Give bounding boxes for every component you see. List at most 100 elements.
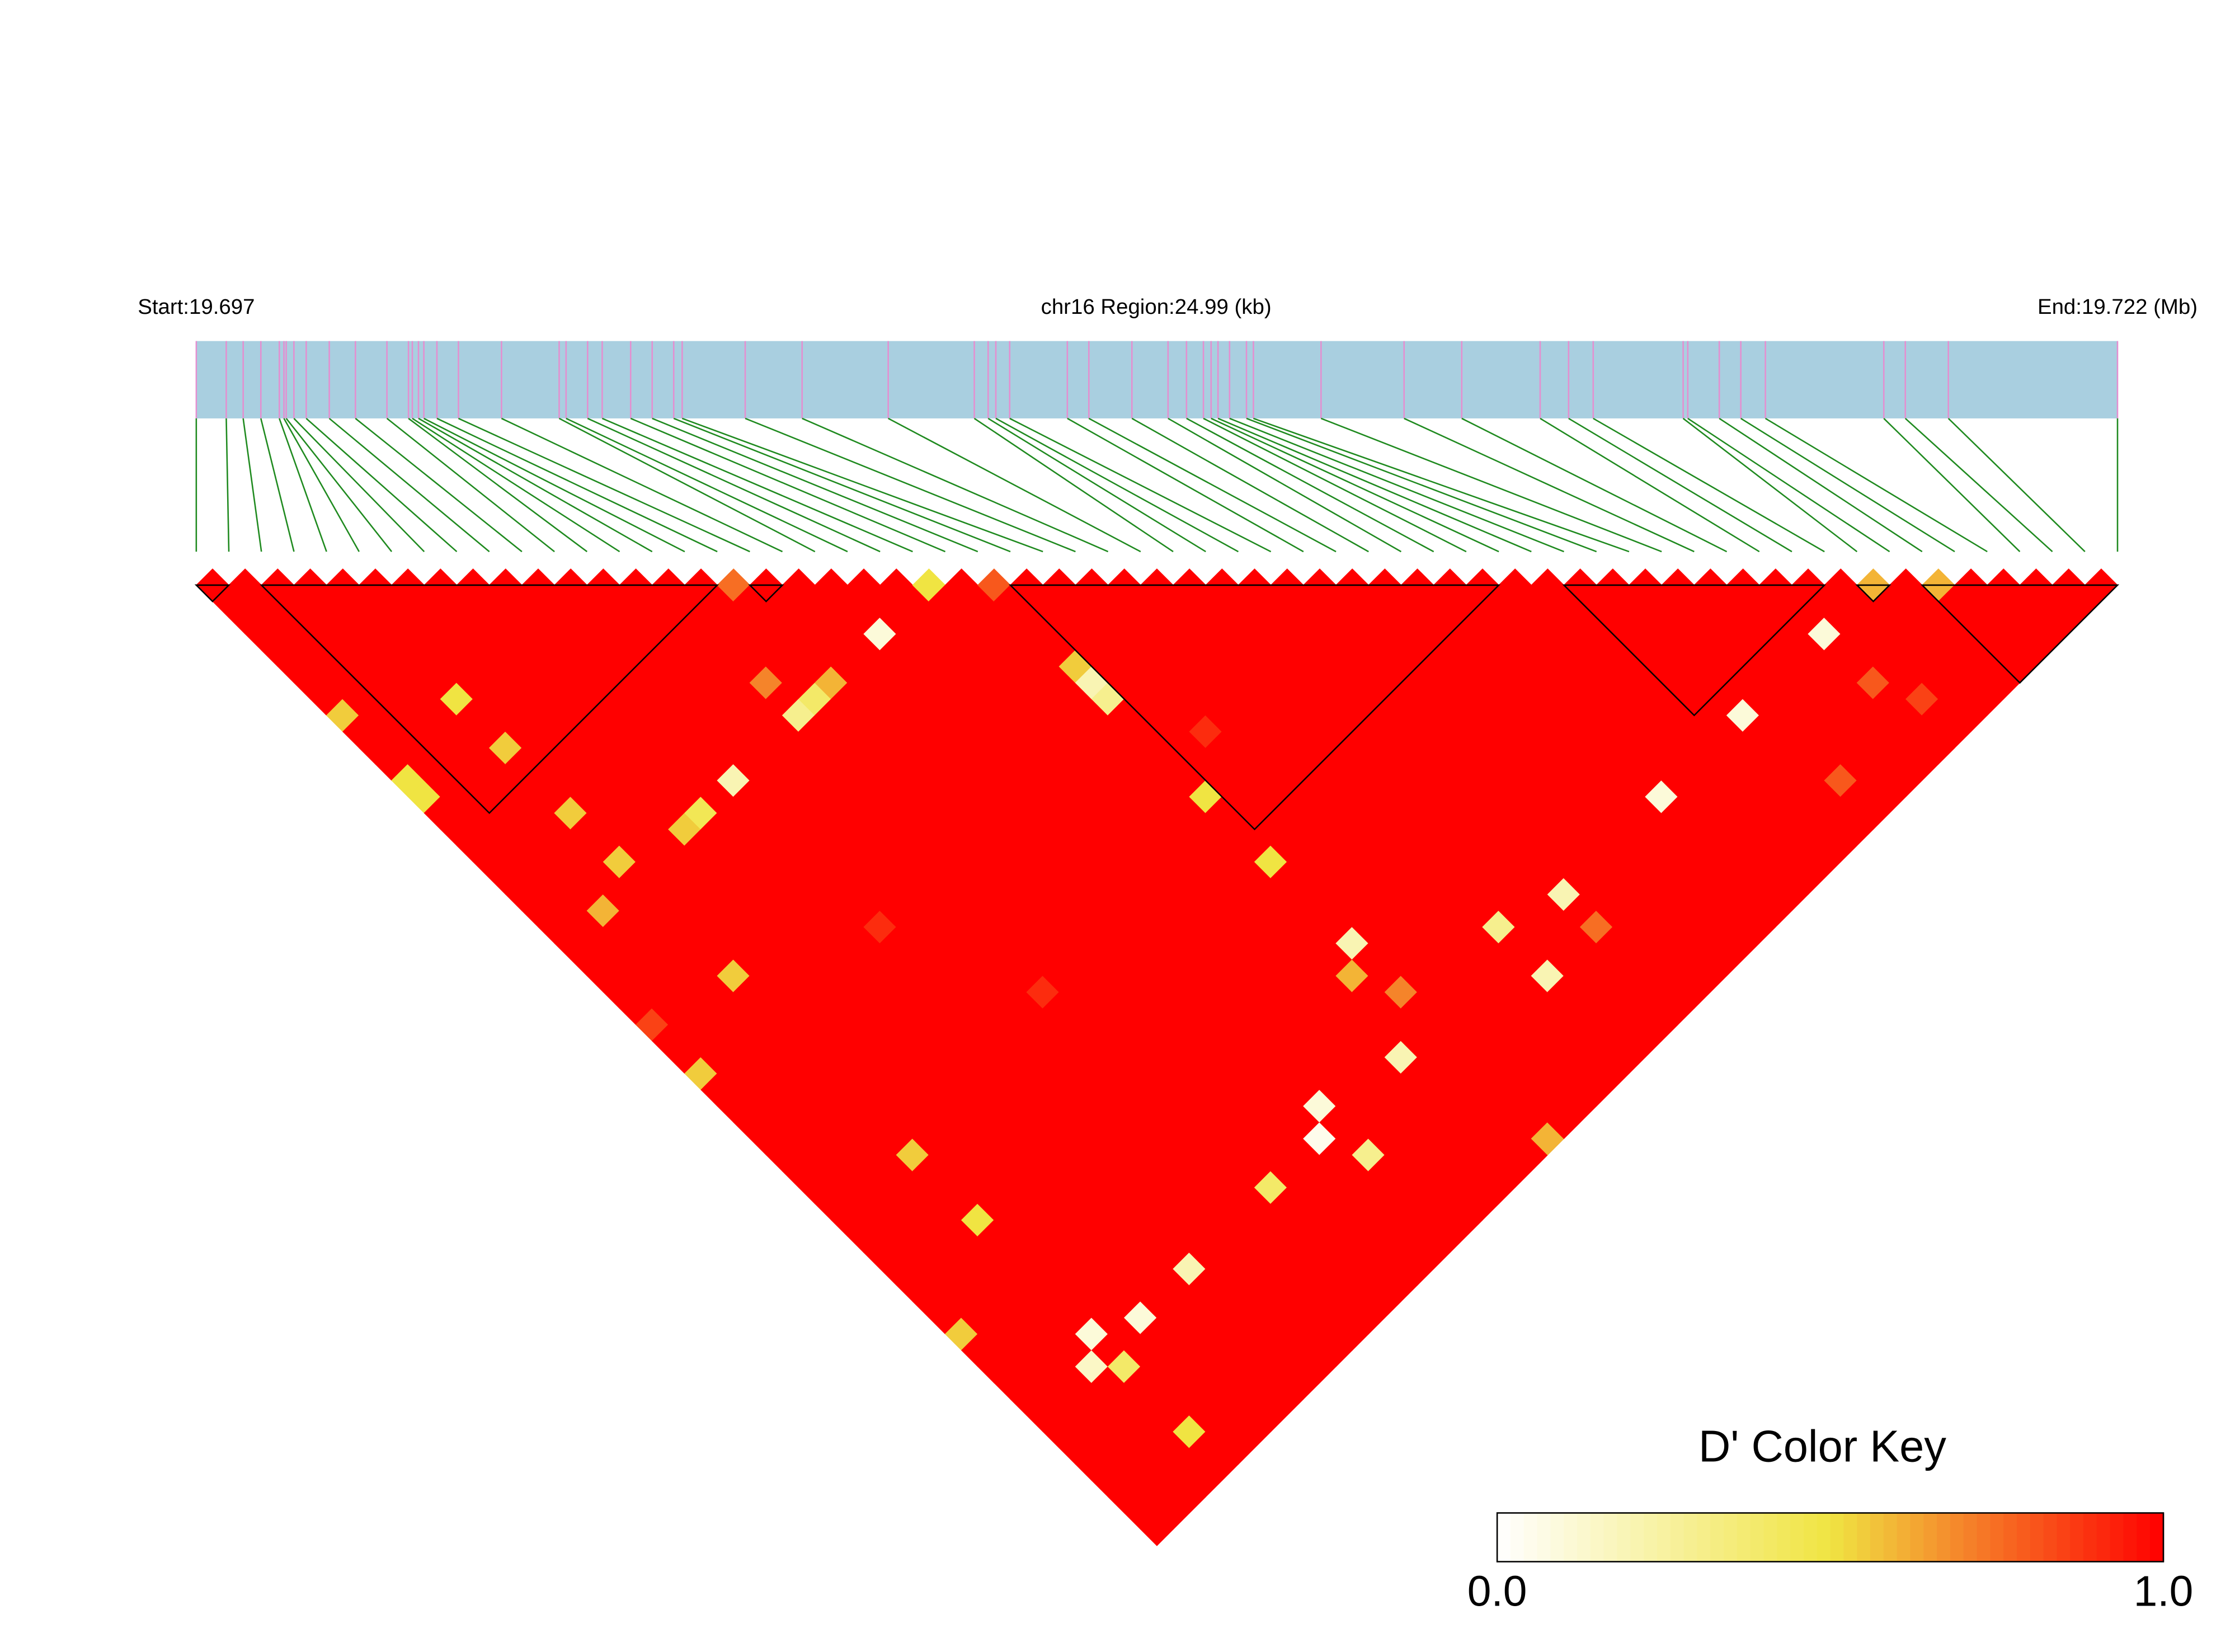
key-band <box>1790 1513 1805 1562</box>
snp-connector <box>458 417 750 553</box>
key-band <box>2096 1513 2111 1562</box>
snp-connector <box>1740 417 1955 553</box>
ld-block <box>260 584 719 815</box>
key-band <box>1990 1513 2005 1562</box>
ld-block <box>1008 584 1501 831</box>
key-band <box>1963 1513 1978 1562</box>
key-band <box>1537 1513 1551 1562</box>
key-band <box>1510 1513 1525 1562</box>
key-band <box>1710 1513 1725 1562</box>
key-band <box>1817 1513 1831 1562</box>
ld-block <box>194 584 231 603</box>
snp-connector <box>888 417 1141 553</box>
key-band <box>1843 1513 1858 1562</box>
key-band <box>1497 1513 1512 1562</box>
key-band <box>2150 1513 2165 1562</box>
key-band <box>1630 1513 1645 1562</box>
snp-connector <box>558 417 816 553</box>
key-band <box>2070 1513 2085 1562</box>
key-band <box>1897 1513 1911 1562</box>
key-band <box>1763 1513 1778 1562</box>
key-band <box>1724 1513 1738 1562</box>
snp-connector <box>673 417 1011 553</box>
key-band <box>1550 1513 1565 1562</box>
snp-connector <box>1203 417 1467 553</box>
key-band <box>2043 1513 2058 1562</box>
snp-connector <box>973 417 1174 553</box>
snp-connector <box>1211 417 1499 553</box>
snp-connector <box>1682 417 1858 553</box>
key-band <box>2016 1513 2031 1562</box>
start-label: Start:19.697 <box>138 295 255 319</box>
key-band <box>2030 1513 2044 1562</box>
snp-connector <box>652 417 978 553</box>
snp-connector <box>1253 417 1630 553</box>
key-band <box>1523 1513 1538 1562</box>
key-band <box>1617 1513 1631 1562</box>
key-band <box>1603 1513 1618 1562</box>
key-band <box>1977 1513 1991 1562</box>
snp-connector <box>260 418 295 552</box>
key-band <box>2123 1513 2138 1562</box>
snp-connector <box>424 417 685 553</box>
snp-connector <box>1593 417 1825 553</box>
snp-connector <box>501 417 783 553</box>
key-tick-label: 0.0 <box>1467 1568 1527 1616</box>
snp-connector <box>408 417 588 553</box>
snp-connector <box>745 417 1076 553</box>
key-band <box>1683 1513 1698 1562</box>
snp-connector <box>328 417 490 553</box>
key-band <box>1577 1513 1592 1562</box>
snp-connector <box>1088 417 1337 553</box>
snp-connector <box>681 417 1043 553</box>
region-label: chr16 Region:24.99 (kb) <box>1041 295 1272 319</box>
key-band <box>1737 1513 1751 1562</box>
snp-connector <box>1719 417 1923 553</box>
key-tick-label: 1.0 <box>2134 1568 2194 1616</box>
key-frame <box>1496 1512 2165 1562</box>
snp-connector <box>1568 417 1792 553</box>
snp-connector <box>242 418 262 552</box>
snp-connector <box>1067 417 1304 553</box>
snp-connector <box>279 418 327 552</box>
key-band <box>2137 1513 2151 1562</box>
snp-connector <box>1320 417 1662 553</box>
key-band <box>2083 1513 2098 1562</box>
key-band <box>1657 1513 1672 1562</box>
key-band <box>1644 1513 1658 1562</box>
snp-connector <box>436 417 718 553</box>
snp-connector <box>1186 417 1434 553</box>
snp-connector <box>305 417 458 553</box>
key-band <box>1923 1513 1938 1562</box>
key-band <box>1950 1513 1964 1562</box>
snp-connector <box>1765 417 1988 553</box>
snp-connector <box>293 418 425 552</box>
key-band <box>1803 1513 1818 1562</box>
ld-block <box>1855 584 1891 603</box>
snp-connector <box>386 417 555 553</box>
snp-connector <box>1404 417 1695 553</box>
snp-connector <box>587 417 881 553</box>
ld-block <box>748 584 784 603</box>
snp-connector <box>418 417 653 553</box>
snp-connector <box>566 417 848 553</box>
snp-connector <box>1168 417 1402 553</box>
snp-connector <box>285 418 393 552</box>
snp-connector <box>1131 417 1369 553</box>
key-band <box>1910 1513 1925 1562</box>
snp-connector <box>630 417 946 553</box>
snp-connector <box>1246 417 1597 553</box>
key-band <box>1857 1513 1871 1562</box>
snp-connector <box>1687 417 1890 553</box>
snp-connector <box>1540 417 1760 553</box>
snp-connector <box>1229 417 1564 553</box>
key-band <box>1937 1513 1951 1562</box>
region-bar <box>196 341 2118 418</box>
snp-connector <box>802 417 1109 553</box>
snp-connector <box>283 418 360 552</box>
key-band <box>1564 1513 1578 1562</box>
snp-connector <box>1461 417 1728 553</box>
key-band <box>1697 1513 1711 1562</box>
key-band <box>2003 1513 2018 1562</box>
